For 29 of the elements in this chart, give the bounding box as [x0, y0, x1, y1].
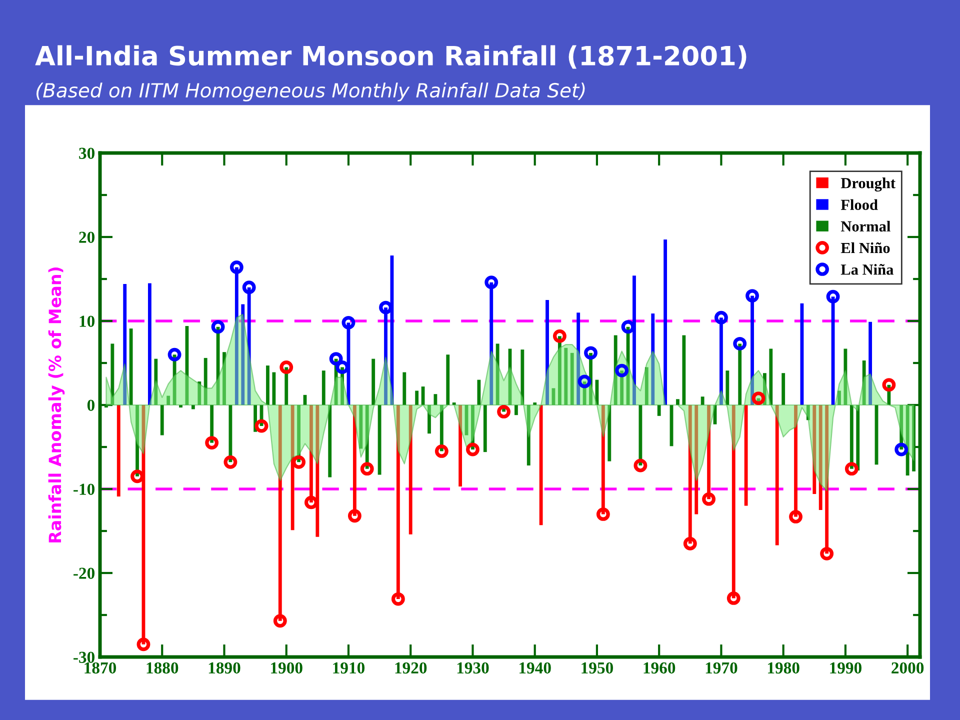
x-tick-label: 1980 — [768, 662, 800, 674]
legend-label: Drought — [840, 178, 896, 192]
y-tick-label: -10 — [74, 484, 95, 495]
x-tick-label: 1920 — [395, 662, 427, 674]
y-axis-title: Rainfall Anomaly (% of Mean) — [48, 268, 65, 542]
legend-label: La Niña — [840, 264, 894, 275]
legend-label: El Niño — [840, 242, 890, 254]
x-tick-label: 2000 — [892, 662, 924, 674]
chart-subtitle: (Based on IITM Homogeneous Monthly Rainfall Data Set) — [36, 82, 585, 102]
x-tick-label: 1960 — [644, 662, 676, 674]
y-tick-label: 0 — [87, 400, 95, 411]
x-tick-label: 1910 — [333, 662, 365, 674]
x-tick-label: 1970 — [706, 662, 738, 674]
x-tick-label: 1900 — [271, 662, 302, 674]
chart-title: All-India Summer Monsoon Rainfall (1871-2001) — [35, 45, 746, 69]
x-tick-label: 1890 — [208, 662, 240, 674]
x-tick-label: 1990 — [830, 662, 862, 674]
y-tick-label: 20 — [79, 232, 95, 243]
y-tick-label: -30 — [74, 652, 95, 663]
legend-label: Flood — [840, 199, 878, 210]
y-tick-label: -20 — [74, 568, 95, 579]
x-tick-label: 1950 — [582, 662, 613, 674]
y-tick-label: 10 — [80, 316, 95, 327]
y-tick-label: 30 — [79, 148, 95, 159]
x-tick-label: 1870 — [84, 662, 116, 674]
x-tick-label: 1930 — [457, 662, 489, 674]
x-tick-label: 1880 — [146, 662, 178, 674]
legend-label: Normal — [840, 220, 890, 232]
x-tick-label: 1940 — [520, 662, 551, 674]
